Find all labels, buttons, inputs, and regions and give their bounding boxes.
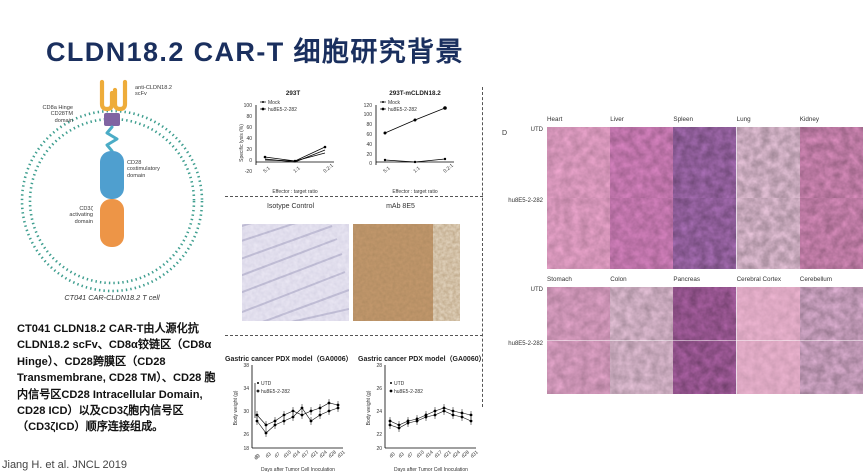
svg-text:-20: -20 [245,169,252,175]
svg-text:d3: d3 [397,451,405,459]
svg-text:18: 18 [243,446,249,452]
svg-text:293T-mCLDN18.2: 293T-mCLDN18.2 [389,90,441,97]
svg-text:30: 30 [243,409,249,415]
svg-text:40: 40 [246,136,252,142]
svg-text:24: 24 [376,409,382,415]
svg-text:100: 100 [364,112,373,118]
svg-text:d0: d0 [253,453,261,461]
svg-text:20: 20 [246,147,252,153]
svg-text:0.2:1: 0.2:1 [442,163,455,175]
svg-text:34: 34 [243,386,249,392]
svg-text:80: 80 [246,114,252,120]
svg-text:Effector : target ratio: Effector : target ratio [272,189,317,195]
svg-text:40: 40 [366,142,372,148]
svg-text:1:1: 1:1 [412,165,421,174]
svg-text:hu8E5-2-282: hu8E5-2-282 [268,107,297,113]
svg-text:293T: 293T [286,90,301,97]
svg-text:0.2:1: 0.2:1 [322,163,335,175]
svg-text:0: 0 [369,161,372,167]
svg-text:120: 120 [364,103,373,109]
svg-text:1:1: 1:1 [292,165,301,174]
svg-text:Body weight (g): Body weight (g) [366,390,372,425]
svg-text:d31: d31 [336,449,346,459]
svg-text:Effector : target ratio: Effector : target ratio [392,189,437,195]
svg-text:22: 22 [376,432,382,438]
svg-text:38: 38 [243,363,249,369]
svg-text:Specific lysis (%): Specific lysis (%) [239,124,245,162]
svg-text:hu8E5-2-282: hu8E5-2-282 [388,107,417,113]
svg-text:Days after Tumor Cell Inoculat: Days after Tumor Cell Inoculation [394,467,468,473]
svg-text:100: 100 [244,103,253,109]
svg-text:UTD: UTD [394,381,405,387]
svg-text:20: 20 [366,152,372,158]
svg-text:CT041 CAR-CLDN18.2 T cell: CT041 CAR-CLDN18.2 T cell [64,293,160,302]
svg-text:28: 28 [376,363,382,369]
svg-text:UTD: UTD [261,381,272,387]
svg-text:d0: d0 [388,451,396,459]
svg-text:hu8E5-2-282: hu8E5-2-282 [261,389,290,395]
svg-text:5:1: 5:1 [382,165,391,174]
svg-text:60: 60 [366,132,372,138]
svg-text:d7: d7 [273,451,281,459]
svg-text:d31: d31 [469,449,479,459]
svg-text:Days after Tumor Cell Inoculat: Days after Tumor Cell Inoculation [261,467,335,473]
svg-text:26: 26 [376,386,382,392]
svg-text:26: 26 [243,432,249,438]
svg-text:Body weight (g): Body weight (g) [233,390,239,425]
svg-text:5:1: 5:1 [262,165,271,174]
svg-text:0: 0 [249,158,252,164]
svg-text:Mock: Mock [268,100,280,106]
svg-text:20: 20 [376,446,382,452]
svg-text:d3: d3 [264,451,272,459]
svg-text:80: 80 [366,122,372,128]
svg-text:60: 60 [246,125,252,131]
svg-text:hu8E5-2-282: hu8E5-2-282 [394,389,423,395]
svg-text:Mock: Mock [388,100,400,106]
svg-text:d7: d7 [406,451,414,459]
